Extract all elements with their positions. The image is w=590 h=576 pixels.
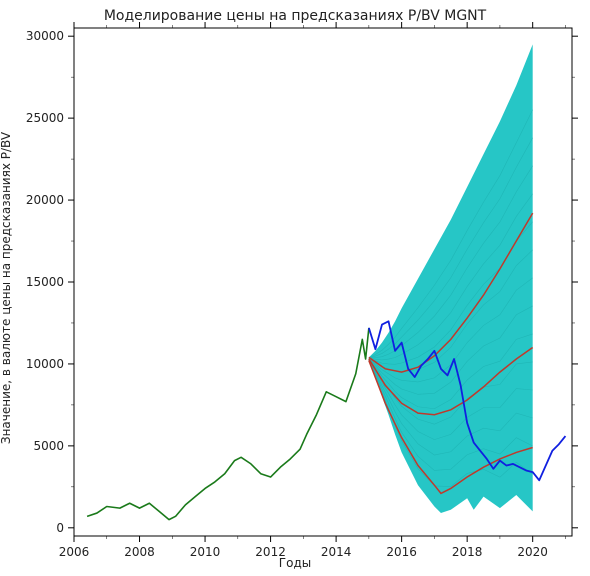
figure: Моделирование цены на предсказаниях P/BV… bbox=[0, 0, 590, 576]
y-tick-label: 25000 bbox=[26, 111, 64, 125]
x-tick-label: 2008 bbox=[124, 545, 155, 559]
y-tick-label: 5000 bbox=[33, 439, 64, 453]
x-tick-label: 2012 bbox=[255, 545, 286, 559]
x-tick-label: 2020 bbox=[517, 545, 548, 559]
y-tick-label: 10000 bbox=[26, 357, 64, 371]
y-tick-label: 20000 bbox=[26, 193, 64, 207]
y-tick-label: 30000 bbox=[26, 29, 64, 43]
y-tick-label: 0 bbox=[56, 521, 64, 535]
x-tick-label: 2016 bbox=[386, 545, 417, 559]
y-tick-label: 15000 bbox=[26, 275, 64, 289]
x-tick-label: 2018 bbox=[452, 545, 483, 559]
x-tick-label: 2010 bbox=[190, 545, 221, 559]
chart-axes: 2006 2008 2010 2012 2014 2016 2018 2020 0 5000 100… bbox=[0, 0, 590, 576]
historical-price-line bbox=[87, 328, 369, 520]
x-tick-label: 2006 bbox=[59, 545, 90, 559]
x-tick-label: 2014 bbox=[321, 545, 352, 559]
